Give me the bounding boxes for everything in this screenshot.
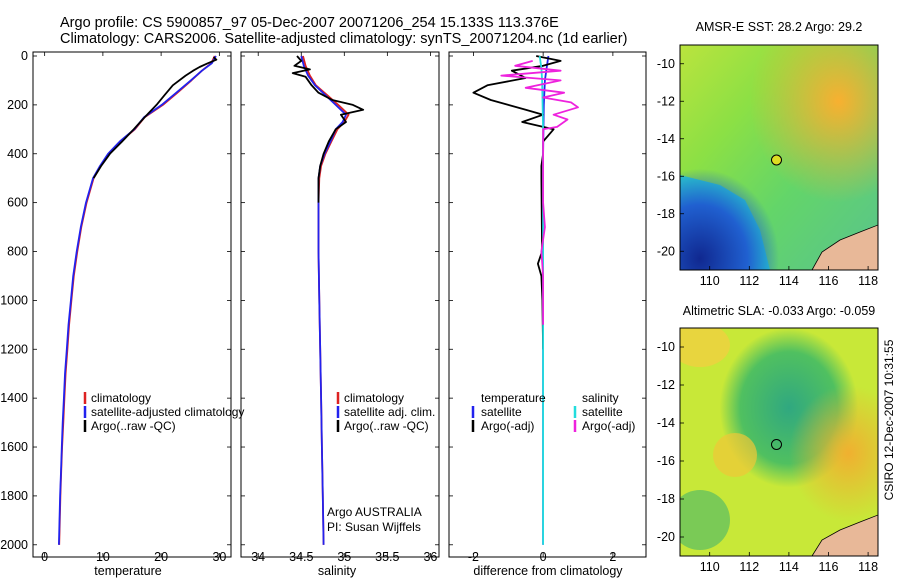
map-x-tick: 116 — [819, 274, 839, 288]
credit-line1: Argo AUSTRALIA — [327, 505, 422, 519]
salinity-series — [241, 52, 439, 557]
series-line-satellite — [300, 55, 347, 545]
legend-label: Argo(..raw -QC) — [344, 419, 429, 433]
sla-x-axis: 110 112 114 116 118 — [700, 560, 878, 574]
y-tick-label: 1600 — [0, 440, 28, 454]
sla-blob — [680, 490, 730, 550]
temperature-x-label: temperature — [94, 564, 161, 578]
temperature-axes — [32, 51, 232, 558]
series-line-salinity-argo-adj- — [500, 60, 579, 325]
sst-argo-marker — [771, 154, 782, 166]
credit-line2: PI: Susan Wijffels — [327, 520, 421, 534]
map-x-tick: 116 — [819, 560, 839, 574]
difference-x-label: difference from climatology — [473, 564, 623, 578]
map-x-tick: 118 — [858, 560, 878, 574]
y-tick-label: 1800 — [0, 489, 28, 503]
y-tick-label: 600 — [7, 196, 28, 210]
sst-land — [811, 224, 878, 270]
salinity-x-label: salinity — [318, 564, 357, 578]
salinity-legend: climatology satellite adj. clim. Argo(..… — [336, 391, 435, 433]
map-y-tick: -14 — [657, 132, 675, 146]
map-x-tick: 114 — [779, 560, 799, 574]
difference-series — [449, 52, 646, 557]
y-tick-label: 2000 — [0, 538, 28, 552]
series-line-argo — [92, 56, 218, 179]
y-tick-label: 0 — [21, 49, 28, 63]
map-y-tick: -20 — [657, 244, 675, 258]
sla-y-axis: -10 -12 -14 -16 -18 -20 — [657, 340, 675, 544]
temperature-legend: climatology satellite-adjusted climatolo… — [83, 391, 244, 433]
map-x-tick: 118 — [858, 274, 878, 288]
temperature-series — [33, 52, 231, 557]
sla-blob — [713, 433, 757, 477]
map-x-tick: 112 — [739, 560, 759, 574]
sla-land — [811, 514, 878, 556]
depth-axis: 0 200 400 600 800 1000 1200 1400 1600 18… — [0, 49, 28, 552]
legend-label: climatology — [344, 391, 404, 405]
map-y-tick: -16 — [657, 169, 675, 183]
map-y-tick: -12 — [657, 378, 675, 392]
salinity-axes — [240, 51, 440, 558]
sst-y-axis: -10 -12 -14 -16 -18 -20 — [657, 57, 675, 258]
series-line-temperature-argo-adj- — [472, 55, 562, 350]
series-line-climatology — [302, 55, 350, 545]
map-y-tick: -10 — [657, 57, 675, 71]
y-tick-label: 400 — [7, 147, 28, 161]
map-x-tick: 110 — [700, 560, 720, 574]
sla-argo-marker — [771, 439, 782, 450]
legend-label: satellite-adjusted climatology — [91, 405, 244, 419]
legend-label: Argo(-adj) — [582, 419, 635, 433]
sst-x-axis: 110 112 114 116 118 — [700, 274, 878, 288]
map-y-tick: -20 — [657, 530, 675, 544]
sla-heatmap — [680, 328, 878, 556]
legend-label: satellite — [481, 405, 522, 419]
map-y-tick: -14 — [657, 416, 675, 430]
map-x-tick: 110 — [700, 274, 720, 288]
sst-heatmap — [680, 45, 878, 270]
map-y-tick: -16 — [657, 454, 675, 468]
series-line-argo — [291, 55, 365, 203]
y-tick-label: 1400 — [0, 391, 28, 405]
y-tick-label: 1200 — [0, 342, 28, 356]
map-y-tick: -12 — [657, 94, 675, 108]
sla-blob — [680, 328, 730, 367]
figure-title-line1: Argo profile: CS 5900857_97 05-Dec-2007 … — [60, 15, 559, 31]
series-line-satellite — [58, 55, 217, 545]
map-y-tick: -18 — [657, 492, 675, 506]
y-tick-label: 200 — [7, 98, 28, 112]
side-timestamp-label: CSIRO 12-Dec-2007 10:31:55 — [882, 339, 896, 500]
legend-label: satellite — [582, 405, 623, 419]
map-x-tick: 112 — [739, 274, 759, 288]
difference-legend: temperature salinity satellite Argo(-adj… — [471, 391, 635, 433]
sla-map-frame — [679, 327, 879, 557]
sst-map-title: AMSR-E SST: 28.2 Argo: 29.2 — [696, 20, 863, 34]
legend-label: climatology — [91, 391, 151, 405]
legend-label: satellite adj. clim. — [344, 405, 435, 419]
sla-map-title: Altimetric SLA: -0.033 Argo: -0.059 — [683, 304, 876, 318]
map-y-tick: -10 — [657, 340, 675, 354]
figure-title-line2: Climatology: CARS2006. Satellite-adjuste… — [60, 31, 627, 47]
map-x-tick: 114 — [779, 274, 799, 288]
legend-header-salinity: salinity — [582, 391, 619, 405]
legend-label: Argo(..raw -QC) — [91, 419, 176, 433]
map-y-tick: -18 — [657, 207, 675, 221]
sst-map-frame — [679, 44, 879, 271]
y-tick-label: 1000 — [0, 293, 28, 307]
legend-label: Argo(-adj) — [481, 419, 534, 433]
y-tick-label: 800 — [7, 245, 28, 259]
series-line-climatology — [58, 55, 216, 545]
difference-axes — [448, 51, 647, 558]
legend-header-temperature: temperature — [481, 391, 546, 405]
